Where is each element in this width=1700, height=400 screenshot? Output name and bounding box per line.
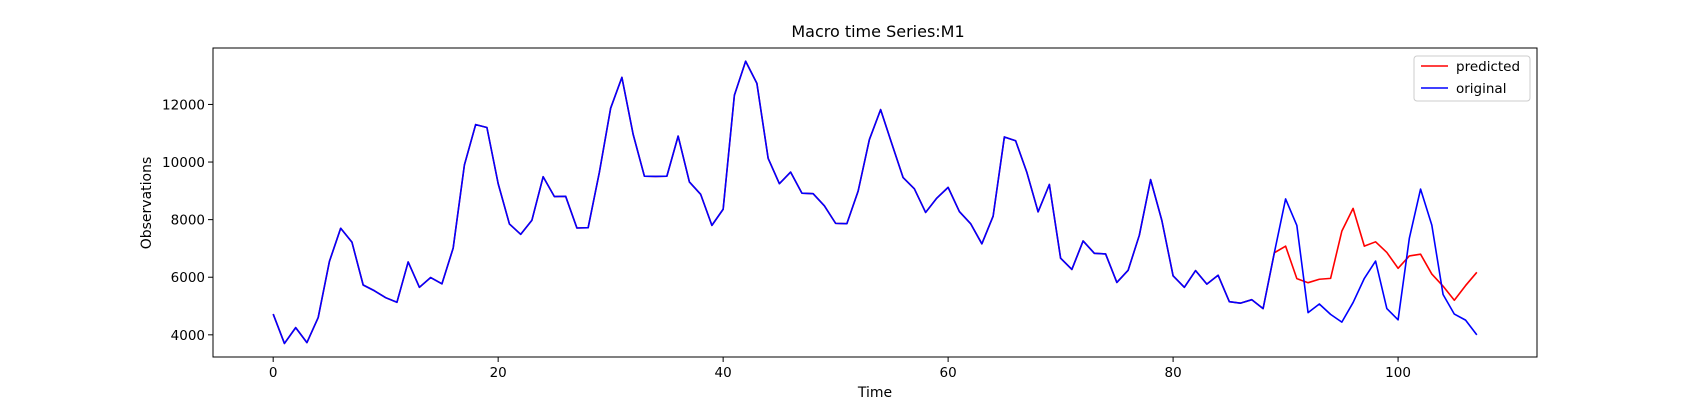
legend-label-original: original — [1456, 81, 1506, 97]
x-tick-label: 0 — [269, 365, 278, 381]
series-group — [272, 60, 1478, 345]
y-tick-label: 10000 — [162, 155, 205, 171]
x-axis-label: Time — [857, 385, 892, 400]
legend-box — [1413, 55, 1531, 102]
y-tick-label: 8000 — [171, 213, 205, 229]
y-axis-label: Observations — [139, 157, 155, 250]
y-axis: 4000 6000 8000 10000 12000 — [162, 97, 213, 344]
y-tick-label: 4000 — [171, 328, 205, 344]
x-tick-label: 40 — [715, 365, 732, 381]
series-line-original — [272, 60, 1478, 345]
x-tick-label: 100 — [1385, 365, 1411, 381]
x-tick-label: 80 — [1165, 365, 1182, 381]
y-tick-label: 6000 — [171, 270, 205, 286]
y-tick-label: 12000 — [162, 97, 205, 113]
chart-title: Macro time Series:M1 — [791, 22, 964, 41]
plot-frame — [212, 47, 1538, 358]
x-tick-label: 60 — [940, 365, 957, 381]
legend-label-predicted: predicted — [1456, 59, 1520, 75]
series-line-predicted — [272, 60, 1478, 345]
x-axis: 0 20 40 60 80 100 — [269, 357, 1411, 381]
x-tick-label: 20 — [490, 365, 507, 381]
legend: predicted original — [1413, 55, 1531, 102]
